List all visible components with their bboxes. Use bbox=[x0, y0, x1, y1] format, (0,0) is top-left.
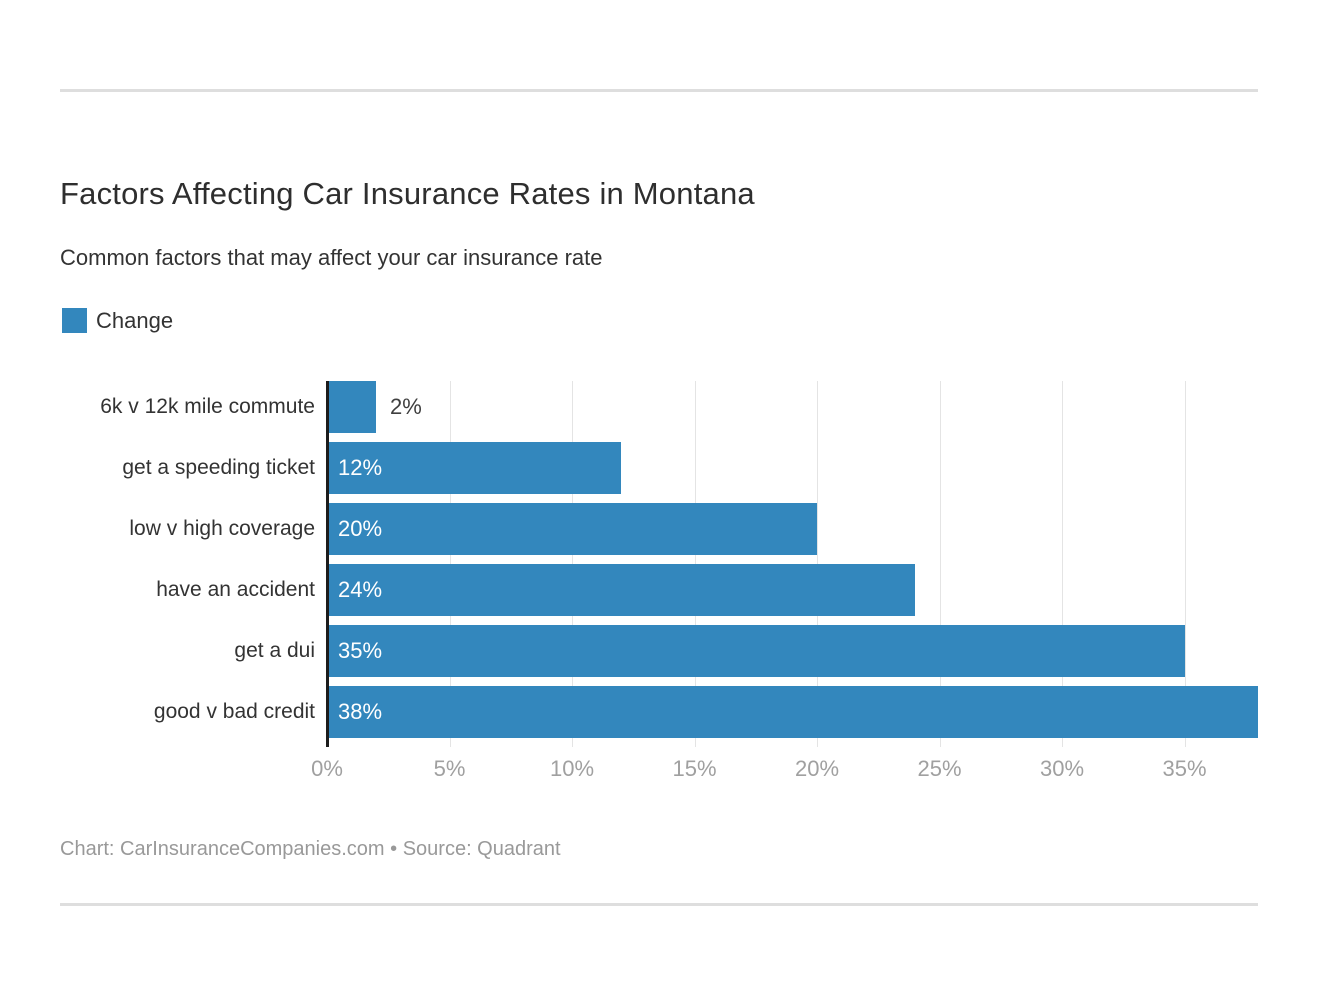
gridline bbox=[1062, 381, 1063, 747]
value-label: 2% bbox=[390, 394, 422, 419]
bar bbox=[327, 686, 1258, 738]
attribution: Chart: CarInsuranceCompanies.com • Sourc… bbox=[60, 838, 561, 860]
x-tick-label: 0% bbox=[311, 756, 343, 781]
category-label: good v bad credit bbox=[153, 700, 315, 723]
value-label: 20% bbox=[338, 516, 383, 541]
chart-title: Factors Affecting Car Insurance Rates in… bbox=[60, 175, 755, 211]
x-tick-label: 20% bbox=[794, 756, 840, 781]
top-divider bbox=[60, 89, 1258, 92]
bar-rows: 6k v 12k mile commute 2% get a speeding … bbox=[60, 381, 1258, 747]
y-axis-line bbox=[326, 381, 329, 747]
category-label: have an accident bbox=[156, 578, 315, 601]
x-axis-ticks: 0% 5% 10% 15% 20% 25% 30% 35% bbox=[311, 753, 1258, 785]
legend-swatch bbox=[62, 308, 87, 333]
bar-row: have an accident 24% bbox=[60, 564, 1258, 625]
category-label: get a speeding ticket bbox=[122, 456, 315, 479]
bar-row: low v high coverage 20% bbox=[60, 503, 1258, 564]
value-label: 24% bbox=[338, 577, 383, 602]
bar-area: 38% bbox=[327, 686, 1258, 738]
bar-area: 12% bbox=[327, 442, 1258, 494]
gridline bbox=[939, 381, 941, 747]
x-tick-label: 25% bbox=[917, 756, 962, 781]
bar-row: get a speeding ticket 12% bbox=[60, 442, 1258, 503]
bar-row: good v bad credit 38% bbox=[60, 686, 1258, 747]
x-tick-label: 35% bbox=[1162, 756, 1207, 781]
bar-area: 35% bbox=[327, 625, 1258, 677]
bar-row: 6k v 12k mile commute 2% bbox=[60, 381, 1258, 442]
chart-subtitle: Common factors that may affect your car … bbox=[60, 245, 603, 270]
x-tick-label: 10% bbox=[549, 756, 595, 781]
bar-area: 20% bbox=[327, 503, 1258, 555]
x-tick-label: 5% bbox=[433, 756, 466, 781]
bar bbox=[327, 564, 915, 616]
bar-area: 24% bbox=[327, 564, 1258, 616]
bar-chart: 6k v 12k mile commute 2% get a speeding … bbox=[60, 381, 1258, 781]
gridline bbox=[1184, 381, 1186, 747]
value-label: 35% bbox=[338, 638, 383, 663]
x-tick-label: 30% bbox=[1039, 756, 1085, 781]
legend-label: Change bbox=[96, 308, 174, 333]
bar bbox=[327, 625, 1185, 677]
bar bbox=[327, 381, 376, 433]
bottom-divider bbox=[60, 903, 1258, 906]
category-label: low v high coverage bbox=[129, 517, 315, 540]
bar-row: get a dui 35% bbox=[60, 625, 1258, 686]
value-label: 38% bbox=[338, 699, 383, 724]
bar bbox=[327, 442, 621, 494]
value-label: 12% bbox=[338, 455, 383, 480]
bar bbox=[327, 503, 817, 555]
x-tick-label: 15% bbox=[672, 756, 717, 781]
bar-area: 2% bbox=[327, 381, 1258, 433]
legend: Change bbox=[62, 308, 173, 333]
category-label: 6k v 12k mile commute bbox=[100, 395, 315, 418]
category-label: get a dui bbox=[234, 639, 315, 662]
